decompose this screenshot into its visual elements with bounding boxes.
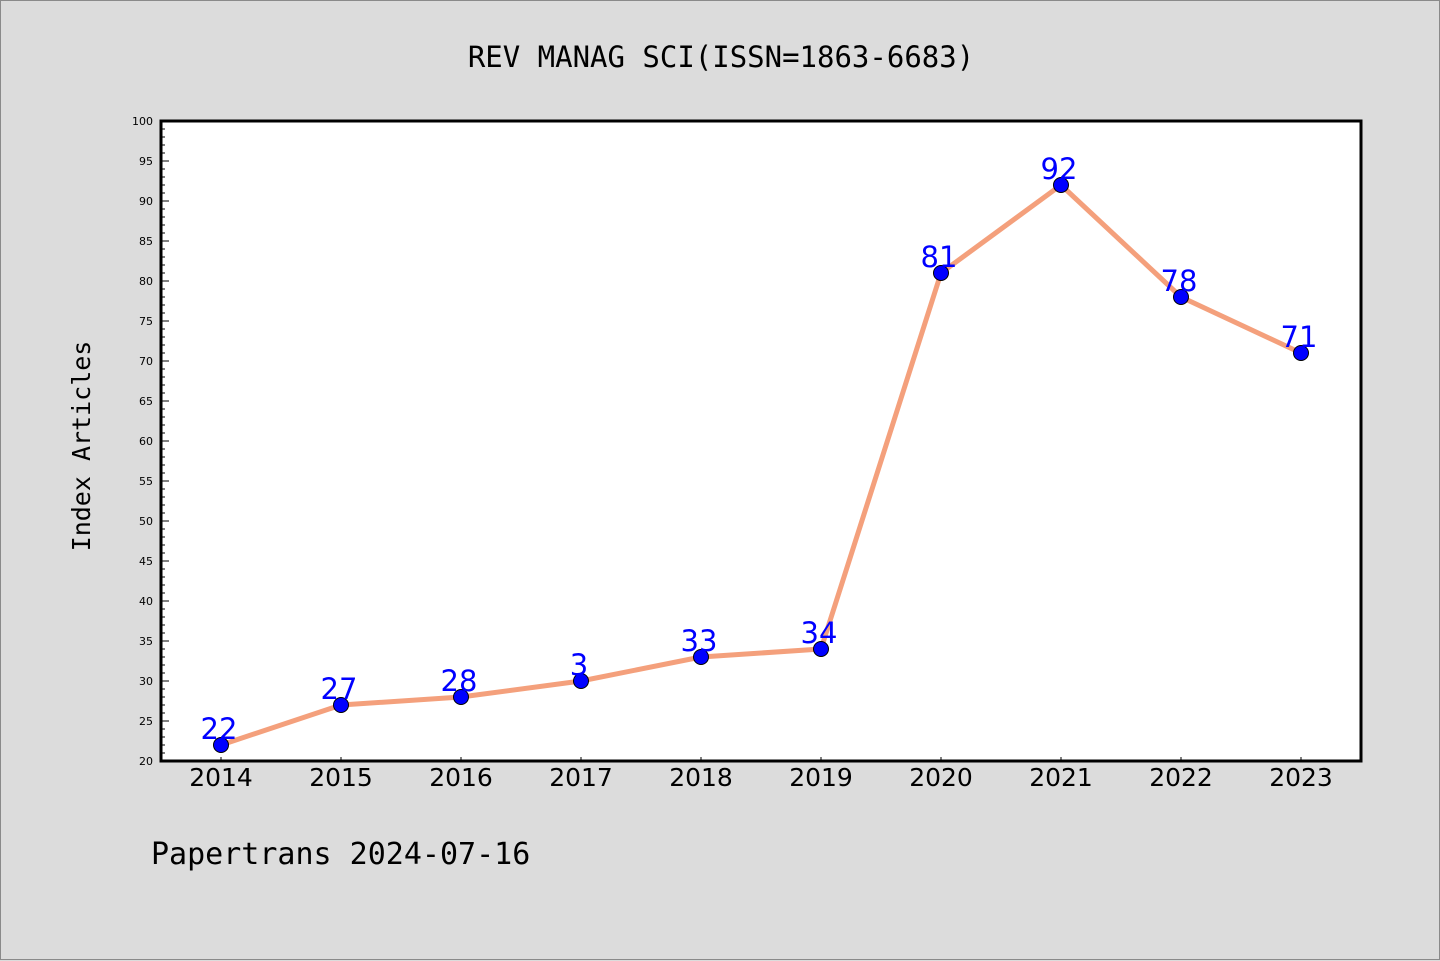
- x-tick-label: 2021: [1029, 763, 1093, 792]
- plot-frame: [159, 119, 1363, 763]
- footer-text: Papertrans 2024-07-16: [151, 837, 530, 872]
- x-tick-label: 2020: [909, 763, 973, 792]
- data-point: [693, 649, 709, 665]
- y-tick-label: 75: [139, 315, 153, 328]
- plot-area: [161, 121, 1361, 761]
- y-tick-label: 50: [139, 515, 153, 528]
- y-tick-label: 70: [139, 355, 153, 368]
- x-tick-label: 2023: [1269, 763, 1333, 792]
- data-label: 28: [441, 664, 478, 698]
- data-label: 33: [681, 624, 718, 658]
- data-point: [1053, 177, 1069, 193]
- y-tick-label: 85: [139, 235, 153, 248]
- series-line: [218, 182, 1304, 748]
- y-tick-label: 35: [139, 635, 153, 648]
- y-tick-label: 95: [139, 155, 153, 168]
- data-label: 34: [801, 616, 838, 650]
- data-point: [1293, 345, 1309, 361]
- y-tick-label: 65: [139, 395, 153, 408]
- x-tick-label: 2015: [309, 763, 373, 792]
- data-point: [333, 697, 349, 713]
- y-tick-label: 60: [139, 435, 153, 448]
- data-label: 78: [1161, 264, 1198, 298]
- x-tick-label: 2019: [789, 763, 853, 792]
- x-tick-label: 2016: [429, 763, 493, 792]
- x-tick-label: 2022: [1149, 763, 1213, 792]
- y-tick-label: 40: [139, 595, 153, 608]
- x-tick-label: 2018: [669, 763, 733, 792]
- x-tick-label: 2014: [189, 763, 253, 792]
- y-tick-label: 100: [132, 115, 153, 128]
- data-point: [1173, 289, 1189, 305]
- y-tick-label: 80: [139, 275, 153, 288]
- data-point: [573, 673, 589, 689]
- y-tick-label: 20: [139, 755, 153, 768]
- series-line-group: [218, 182, 1304, 748]
- y-axis-label: Index Articles: [67, 341, 96, 552]
- y-tick-label: 90: [139, 195, 153, 208]
- data-label: 71: [1281, 320, 1318, 354]
- data-label: 3: [570, 648, 588, 682]
- data-point: [453, 689, 469, 705]
- data-point: [933, 265, 949, 281]
- data-points-group: [213, 177, 1309, 753]
- x-tick-label: 2017: [549, 763, 613, 792]
- data-label: 27: [321, 672, 358, 706]
- x-axis-ticks: 2014 2015 2016 2017 2018 2019 2020 2021 2022 2023: [189, 757, 1333, 792]
- data-label: 81: [921, 240, 958, 274]
- chart-title: REV MANAG SCI(ISSN=1863-6683): [468, 40, 974, 74]
- data-label: 22: [201, 712, 238, 746]
- data-label: 92: [1041, 152, 1078, 186]
- data-point: [213, 737, 229, 753]
- data-point: [813, 641, 829, 657]
- y-tick-label: 25: [139, 715, 153, 728]
- y-tick-label: 45: [139, 555, 153, 568]
- y-tick-label: 30: [139, 675, 153, 688]
- y-tick-label: 55: [139, 475, 153, 488]
